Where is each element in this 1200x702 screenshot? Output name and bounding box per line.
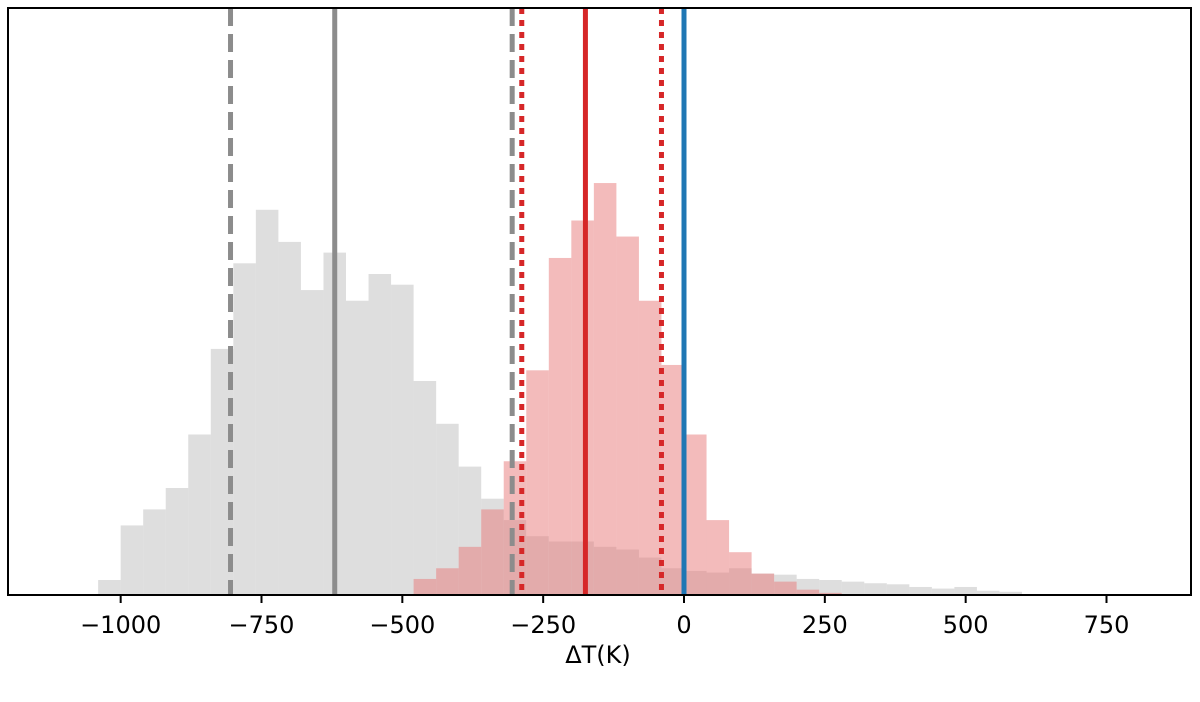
histogram-bar-series-0-bin-0 <box>98 580 121 595</box>
histogram-bar-series-0-bin-34 <box>864 583 887 595</box>
histogram-bar-series-1-bin-6 <box>548 257 572 595</box>
x-tick-label-7: 750 <box>1084 611 1130 639</box>
x-tick-label-2: −500 <box>369 611 435 639</box>
histogram-bar-series-0-bin-1 <box>120 525 144 595</box>
histogram-bar-series-0-bin-40 <box>999 591 1022 595</box>
histogram-bar-series-0-bin-32 <box>819 580 842 595</box>
histogram-bar-series-1-bin-12 <box>684 434 707 595</box>
x-tick-label-6: 500 <box>943 611 989 639</box>
histogram-bar-series-1-bin-1 <box>436 568 459 595</box>
histogram-bar-series-1-bin-9 <box>616 236 639 596</box>
histogram-bar-series-0-bin-12 <box>368 274 392 595</box>
histogram-bar-series-1-bin-15 <box>751 573 775 595</box>
histogram-bars <box>98 183 1022 596</box>
x-tick-label-0: −1000 <box>80 611 161 639</box>
histogram-bar-series-0-bin-35 <box>886 584 910 595</box>
histogram-bar-series-0-bin-7 <box>255 209 279 596</box>
histogram-bar-series-1-bin-5 <box>526 370 549 595</box>
histogram-bar-series-0-bin-38 <box>954 586 977 595</box>
histogram-bar-series-0-bin-39 <box>976 590 1000 595</box>
x-tick-label-1: −750 <box>229 611 295 639</box>
histogram-bar-series-1-bin-0 <box>413 578 437 595</box>
plot-frame <box>7 7 1192 596</box>
histogram-bar-series-0-bin-14 <box>413 381 437 595</box>
x-axis-ticks: −1000 −750 −500 −250 0 250 500 750 <box>80 595 1129 639</box>
histogram-bar-series-1-bin-18 <box>819 592 842 595</box>
histogram-bar-series-1-bin-7 <box>571 220 594 595</box>
histogram-bar-series-1-bin-16 <box>774 581 797 596</box>
x-tick-label-5: 250 <box>802 611 848 639</box>
histogram-bar-series-1-bin-11 <box>661 364 684 595</box>
x-tick-label-3: −250 <box>510 611 576 639</box>
histogram-bar-series-1-bin-8 <box>593 183 617 596</box>
histogram-bar-series-0-bin-8 <box>278 241 301 595</box>
x-axis-label: ΔT(K) <box>565 641 631 669</box>
histogram-bar-series-0-bin-9 <box>300 290 324 595</box>
histogram-bar-series-0-bin-36 <box>909 586 932 595</box>
histogram-bar-series-0-bin-11 <box>346 300 369 595</box>
histogram-bar-series-0-bin-5 <box>210 348 234 595</box>
histogram-bar-series-0-bin-33 <box>841 581 865 596</box>
histogram-bar-series-0-bin-15 <box>436 423 459 595</box>
histogram-bar-series-1-bin-3 <box>481 509 504 595</box>
histogram-bar-series-0-bin-6 <box>233 263 256 595</box>
histogram-bar-series-1-bin-14 <box>729 552 752 595</box>
x-tick-label-4: 0 <box>676 611 691 639</box>
histogram-bar-series-0-bin-3 <box>165 488 189 595</box>
reference-lines <box>228 8 687 595</box>
histogram-bar-series-0-bin-2 <box>143 509 166 595</box>
histogram-bar-series-1-bin-17 <box>796 589 820 595</box>
histogram-bar-series-1-bin-10 <box>638 300 662 595</box>
histogram-bar-series-1-bin-13 <box>706 520 730 595</box>
histogram-bar-series-0-bin-4 <box>188 434 211 595</box>
histogram-bar-series-0-bin-37 <box>931 588 955 595</box>
histogram-bar-series-0-bin-13 <box>391 284 414 595</box>
histogram-bar-series-1-bin-2 <box>458 546 482 595</box>
